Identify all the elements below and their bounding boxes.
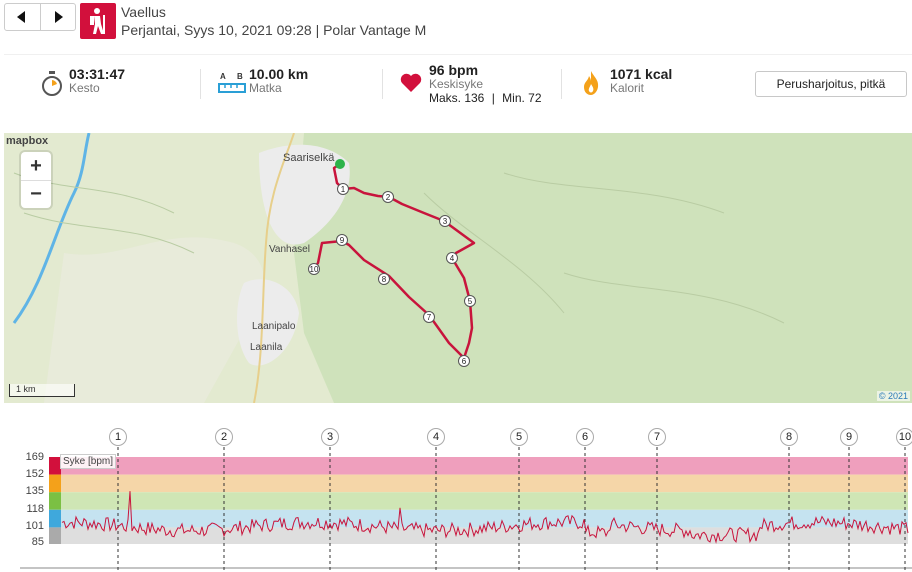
distance-stat: 10.00 km Matka (249, 67, 308, 95)
hr-zone-tab (49, 457, 61, 475)
svg-text:B: B (237, 72, 243, 81)
chart-km-marker[interactable]: 3 (321, 428, 339, 446)
chart-km-marker[interactable]: 2 (215, 428, 233, 446)
heart-rate-plot (20, 447, 912, 570)
hr-zone-band (50, 457, 908, 475)
y-tick: 101 (25, 520, 44, 532)
training-type-button[interactable]: Perusharjoitus, pitkä (755, 71, 907, 97)
stopwatch-icon (42, 71, 62, 96)
map-km-marker: 1 (337, 183, 349, 195)
heart-icon (400, 73, 422, 92)
map-km-marker: 2 (382, 191, 394, 203)
route-path (313, 159, 476, 360)
duration-value: 03:31:47 (69, 66, 126, 82)
hr-zone-band (50, 509, 908, 528)
chart-km-marker[interactable]: 9 (840, 428, 858, 446)
y-tick: 169 (25, 451, 44, 463)
chart-km-marker[interactable]: 10 (896, 428, 912, 446)
y-tick: 118 (26, 503, 44, 515)
y-tick: 135 (25, 485, 44, 497)
heart-stat: 96 bpm Keskisyke Maks. 136 | Min. 72 (429, 62, 542, 106)
map-km-marker: 4 (446, 252, 458, 264)
hr-zone-band (50, 474, 908, 493)
next-button[interactable] (39, 4, 76, 30)
chart-km-marker[interactable]: 8 (780, 428, 798, 446)
calories-value: 1071 kcal (610, 66, 673, 82)
chart-legend: Syke [bpm] (60, 454, 117, 469)
distance-value: 10.00 km (249, 66, 309, 82)
page-title: Vaellus (121, 4, 166, 20)
flame-icon (584, 71, 599, 95)
hr-zone-tab (49, 527, 61, 544)
distance-label: Matka (249, 81, 282, 95)
map-km-marker: 5 (464, 295, 476, 307)
chart-km-marker[interactable]: 5 (510, 428, 528, 446)
map-km-marker: 6 (458, 355, 470, 367)
map-km-marker: 3 (439, 215, 451, 227)
chart-km-marker[interactable]: 6 (576, 428, 594, 446)
y-tick: 85 (31, 536, 44, 548)
calories-stat: 1071 kcal Kalorit (610, 67, 672, 95)
hr-zone-tab (49, 509, 61, 528)
heart-rate-chart[interactable]: 169 152 135 118 101 85 1 2 3 4 5 6 7 8 9 10 Syke … (0, 420, 912, 572)
duration-label: Kesto (69, 81, 100, 95)
sport-badge (80, 3, 116, 39)
zoom-out-button[interactable]: − (21, 180, 51, 208)
duration-stat: 03:31:47 Kesto (69, 67, 125, 95)
zoom-control: + − (21, 152, 51, 208)
scale-bar: 1 km (9, 384, 75, 397)
divider (382, 69, 383, 99)
heart-max: Maks. 136 (429, 91, 485, 105)
hr-zone-tab (49, 474, 61, 493)
heart-rate-line (61, 491, 909, 544)
hr-zone-tab (49, 492, 61, 510)
zoom-in-button[interactable]: + (30, 154, 42, 177)
map-km-marker: 10 (308, 263, 320, 275)
heart-label: Keskisyke (429, 77, 484, 91)
map-attribution[interactable]: © 2021 (876, 391, 910, 401)
nav-arrows (4, 3, 76, 31)
map-km-marker: 7 (423, 311, 435, 323)
hr-zone-band (50, 492, 908, 510)
y-tick: 152 (25, 468, 44, 480)
chevron-left-icon (17, 11, 26, 23)
chart-km-marker[interactable]: 7 (648, 428, 666, 446)
chevron-right-icon (54, 11, 63, 23)
previous-button[interactable] (5, 4, 40, 30)
heart-value: 96 bpm (429, 62, 479, 78)
divider (200, 69, 201, 99)
chart-km-marker[interactable]: 4 (427, 428, 445, 446)
place-label: Laanipalo (252, 321, 296, 332)
place-label: Saariselkä (283, 152, 335, 164)
calories-label: Kalorit (610, 81, 645, 95)
map-km-marker: 9 (336, 234, 348, 246)
mapbox-logo: mapbox (6, 135, 49, 147)
session-subtitle: Perjantai, Syys 10, 2021 09:28 | Polar V… (121, 22, 427, 38)
heart-range: Maks. 136 | Min. 72 (429, 91, 542, 105)
hiking-icon (90, 8, 105, 34)
hr-zone-band (50, 527, 908, 544)
svg-text:A: A (220, 72, 226, 81)
place-label: Laanila (250, 342, 283, 353)
map-km-marker: 8 (378, 273, 390, 285)
route-map[interactable]: + − mapbox Saariselkä Vanhasel Laanipalo… (4, 133, 912, 403)
heart-min: Min. 72 (502, 91, 542, 105)
place-label: Vanhasel (269, 244, 310, 255)
distance-ruler-icon: A B (218, 72, 246, 93)
divider (561, 69, 562, 99)
chart-km-marker[interactable]: 1 (109, 428, 127, 446)
